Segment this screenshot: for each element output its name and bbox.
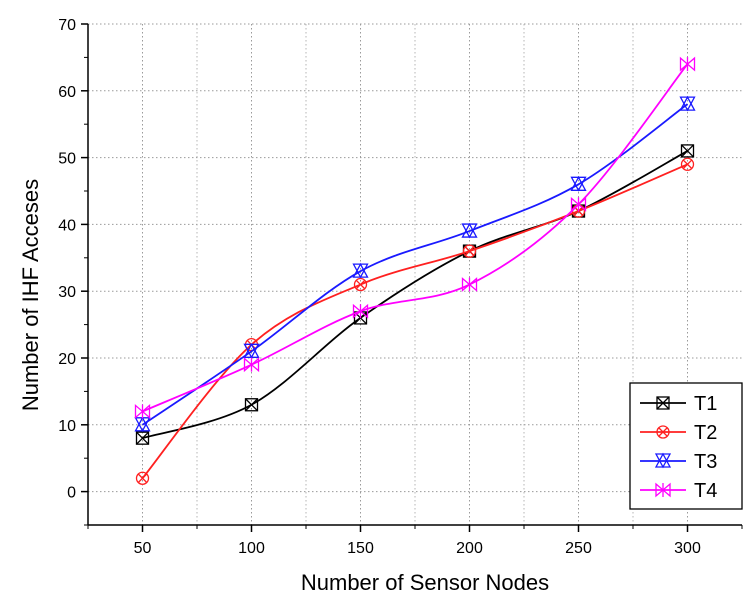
x-tick-label: 150 xyxy=(347,540,374,557)
data-point-T4 xyxy=(679,56,696,72)
legend-label: T1 xyxy=(694,393,717,415)
legend-item-T1: T1 xyxy=(640,393,717,415)
data-point-T4 xyxy=(134,404,151,419)
data-point-T2 xyxy=(680,157,695,171)
data-point-T1 xyxy=(135,431,150,445)
legend-marker xyxy=(654,452,672,469)
y-axis-title: Number of IHF Acceses xyxy=(18,179,43,411)
series-T3 xyxy=(134,95,696,433)
legend-marker xyxy=(655,482,671,498)
legend-marker xyxy=(656,425,670,439)
x-tick-label: 200 xyxy=(456,540,483,557)
legend-item-T3: T3 xyxy=(640,451,717,473)
x-tick-label: 100 xyxy=(238,540,265,557)
legend-label: T4 xyxy=(694,480,717,502)
legend-label: T2 xyxy=(694,422,717,444)
data-point-T4 xyxy=(461,277,478,292)
data-point-T3 xyxy=(461,222,478,239)
x-tick-label: 300 xyxy=(674,540,701,557)
data-point-T4 xyxy=(570,196,587,212)
data-point-T3 xyxy=(243,342,260,359)
x-tick-label: 50 xyxy=(134,540,152,557)
series-line-T1 xyxy=(142,150,688,440)
y-tick-label: 50 xyxy=(58,151,76,168)
legend-label: T3 xyxy=(694,451,717,473)
data-point-T4 xyxy=(243,357,260,373)
data-point-T3 xyxy=(679,95,696,112)
y-tick-label: 60 xyxy=(58,84,76,101)
data-point-T4 xyxy=(352,303,369,319)
y-tick-label: 40 xyxy=(58,217,76,234)
y-tick-label: 10 xyxy=(58,418,76,435)
y-tick-label: 20 xyxy=(58,351,76,368)
series-line-T3 xyxy=(141,103,689,426)
y-tick-label: 70 xyxy=(58,17,76,34)
x-tick-label: 250 xyxy=(565,540,592,557)
series-line-T4 xyxy=(142,63,689,413)
y-tick-label: 0 xyxy=(67,485,76,502)
legend-marker xyxy=(656,396,670,410)
data-point-T2 xyxy=(462,244,477,258)
axes: 0 10 20 30 40 50 60 70 50 100 150 200 250 300 xyxy=(58,17,743,557)
data-point-T1 xyxy=(244,398,259,412)
series-T4 xyxy=(134,56,696,419)
legend-item-T2: T2 xyxy=(640,422,717,444)
legend-item-T4: T4 xyxy=(640,480,717,502)
data-point-T3 xyxy=(352,262,369,279)
legend: T1 T2 T3 T4 xyxy=(629,382,743,510)
data-point-T1 xyxy=(680,144,695,158)
legend-box xyxy=(629,382,743,510)
series-layer xyxy=(134,56,696,485)
data-point-T2 xyxy=(135,471,150,485)
y-tick-label: 30 xyxy=(58,284,76,301)
data-point-T3 xyxy=(570,175,587,192)
series-T1 xyxy=(135,144,695,445)
x-axis-title: Number of Sensor Nodes xyxy=(301,570,549,595)
